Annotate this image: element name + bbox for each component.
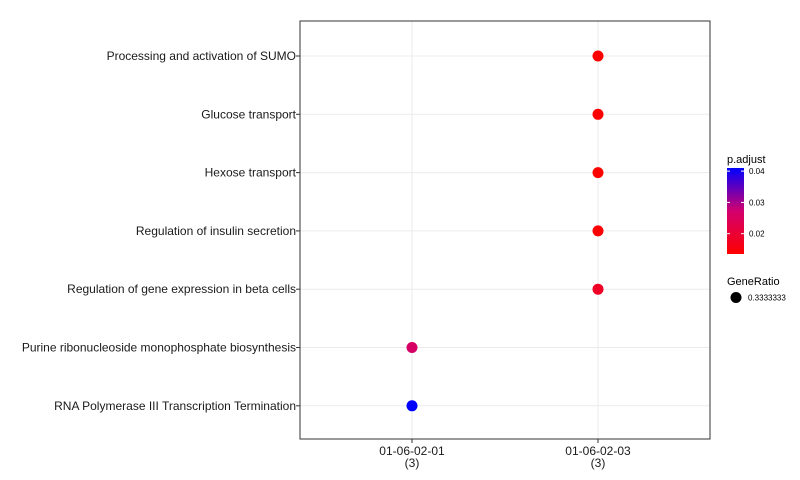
data-points [406, 50, 604, 412]
color-legend-tick-label: 0.03 [749, 198, 765, 207]
x-axis: 01-06-02-01(3)01-06-02-03(3) [379, 439, 631, 470]
plot-border [299, 20, 711, 440]
x-tick-count: (3) [591, 456, 606, 470]
y-tick-label: RNA Polymerase III Transcription Termina… [54, 399, 296, 413]
data-point [592, 108, 604, 120]
x-tick-label: 01-06-02-03 [565, 444, 631, 458]
size-legend: GeneRatio 0.3333333 [727, 276, 786, 303]
y-tick-label: Glucose transport [201, 107, 296, 121]
y-tick-label: Purine ribonucleoside monophosphate bios… [22, 341, 296, 355]
size-legend-key [730, 292, 742, 303]
plot-panel [300, 21, 710, 439]
color-legend-tick-label: 0.02 [749, 230, 765, 239]
y-tick-label: Hexose transport [205, 166, 297, 180]
y-tick-label: Processing and activation of SUMO [107, 49, 296, 63]
color-legend: p.adjust 0.02 0.03 0.04 [727, 154, 766, 254]
color-legend-bar [727, 168, 744, 254]
y-tick-label: Regulation of gene expression in beta ce… [67, 282, 296, 296]
data-point [406, 400, 418, 412]
size-legend-title: GeneRatio [727, 276, 780, 288]
data-point [592, 167, 604, 179]
x-tick-label: 01-06-02-01 [379, 444, 445, 458]
color-legend-title: p.adjust [727, 154, 766, 166]
x-tick-count: (3) [405, 456, 420, 470]
data-point [592, 225, 604, 237]
color-legend-ticks: 0.02 0.03 0.04 [727, 167, 765, 239]
y-axis: Processing and activation of SUMO Glucose… [22, 49, 300, 413]
color-legend-tick-label: 0.04 [749, 167, 765, 176]
data-point [592, 50, 604, 62]
size-legend-label: 0.3333333 [748, 294, 786, 303]
data-point [406, 342, 418, 353]
data-point [592, 283, 604, 295]
y-tick-label: Regulation of insulin secretion [136, 224, 296, 238]
